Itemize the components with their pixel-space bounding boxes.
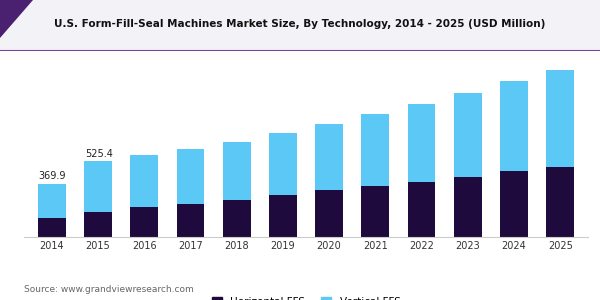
Bar xyxy=(130,207,158,237)
Text: 369.9: 369.9 xyxy=(39,171,66,181)
Bar xyxy=(38,184,65,218)
Bar xyxy=(500,172,528,237)
Text: 525.4: 525.4 xyxy=(85,149,113,159)
Bar xyxy=(84,161,112,212)
Bar xyxy=(223,200,251,237)
Bar xyxy=(500,82,528,172)
Text: Source: www.grandviewresearch.com: Source: www.grandviewresearch.com xyxy=(24,285,194,294)
Legend: Horizontal FFS, Vertical FFS: Horizontal FFS, Vertical FFS xyxy=(212,297,401,300)
Bar xyxy=(269,194,297,237)
Bar xyxy=(547,167,574,237)
Bar xyxy=(176,204,204,237)
Bar xyxy=(176,149,204,204)
Bar xyxy=(408,182,436,237)
Bar xyxy=(408,104,436,182)
Bar xyxy=(130,155,158,207)
Bar xyxy=(315,124,343,190)
Text: U.S. Form-Fill-Seal Machines Market Size, By Technology, 2014 - 2025 (USD Millio: U.S. Form-Fill-Seal Machines Market Size… xyxy=(55,20,545,29)
Bar xyxy=(361,186,389,237)
Bar xyxy=(454,93,482,176)
Bar xyxy=(223,142,251,200)
Bar xyxy=(84,212,112,237)
Bar xyxy=(547,70,574,167)
Bar xyxy=(315,190,343,237)
Bar xyxy=(38,218,65,237)
Bar xyxy=(454,176,482,237)
Polygon shape xyxy=(0,0,33,38)
Bar xyxy=(269,133,297,194)
Bar xyxy=(361,114,389,186)
